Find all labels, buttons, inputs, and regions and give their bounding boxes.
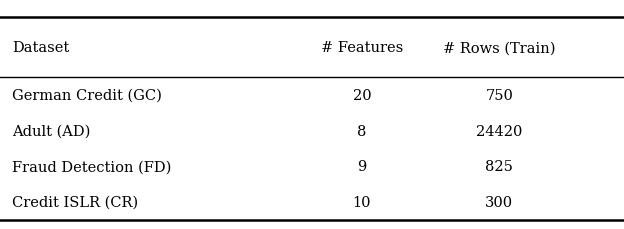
Text: 9: 9 — [358, 160, 366, 174]
Text: 24420: 24420 — [476, 124, 522, 138]
Text: 300: 300 — [485, 195, 514, 209]
Text: # Rows (Train): # Rows (Train) — [443, 41, 555, 55]
Text: 750: 750 — [485, 89, 513, 103]
Text: # Features: # Features — [321, 41, 403, 55]
Text: 825: 825 — [485, 160, 513, 174]
Text: German Credit (GC): German Credit (GC) — [12, 89, 162, 103]
Text: 10: 10 — [353, 195, 371, 209]
Text: Dataset: Dataset — [12, 41, 70, 55]
Text: 8: 8 — [357, 124, 367, 138]
Text: Fraud Detection (FD): Fraud Detection (FD) — [12, 160, 172, 174]
Text: Adult (AD): Adult (AD) — [12, 124, 91, 138]
Text: Credit ISLR (CR): Credit ISLR (CR) — [12, 195, 139, 209]
Text: 20: 20 — [353, 89, 371, 103]
